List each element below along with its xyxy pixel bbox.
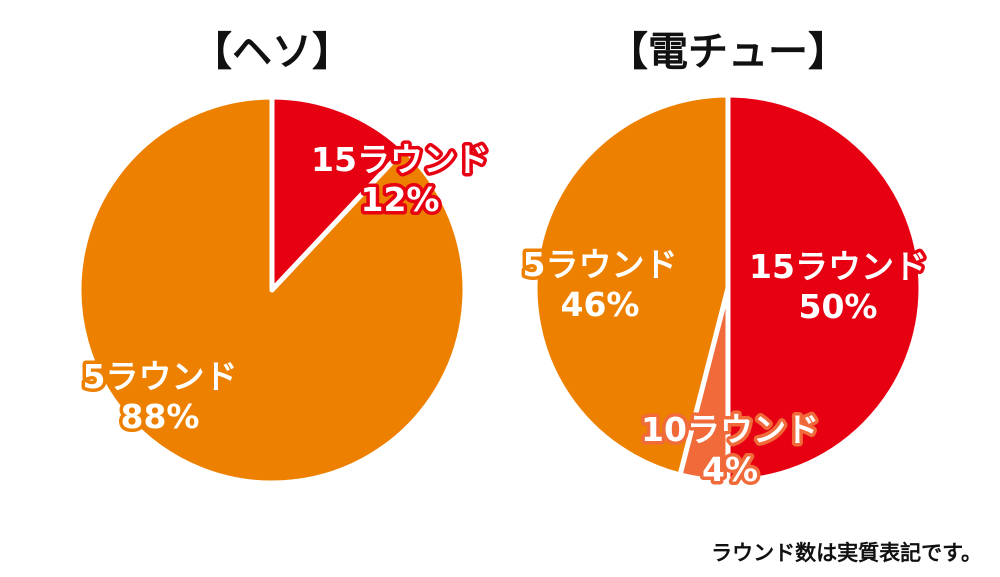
pie-heso xyxy=(76,94,468,486)
slice-label-heso-5r: 5ラウンド xyxy=(83,357,238,396)
slice-value-denchu-15r: 50% xyxy=(799,287,878,326)
slice-value-heso-5r: 88% xyxy=(121,397,200,436)
slice-value-denchu-10r: 4% xyxy=(702,450,758,489)
pie-slice-heso-15r xyxy=(269,94,407,293)
pie-slice-denchu-5r xyxy=(532,92,731,478)
chart-title-denchu: 【電チュー】 xyxy=(608,29,848,75)
slice-label-heso-15r: 15ラウンド xyxy=(311,140,489,179)
footnote: ラウンド数は実質表記です。 xyxy=(711,541,982,565)
pie-denchu xyxy=(532,92,924,484)
slice-label-denchu-10r: 10ラウンド xyxy=(641,410,819,449)
chart-title-heso: 【ヘソ】 xyxy=(192,29,352,75)
pie-slice-denchu-15r xyxy=(725,92,924,484)
slice-label-denchu-15r: 15ラウンド xyxy=(749,247,927,286)
slice-value-denchu-5r: 46% xyxy=(561,285,640,324)
slice-label-denchu-5r: 5ラウンド xyxy=(523,245,678,284)
slice-value-heso-15r: 12% xyxy=(361,180,440,219)
pie-slice-heso-5r xyxy=(76,94,468,486)
